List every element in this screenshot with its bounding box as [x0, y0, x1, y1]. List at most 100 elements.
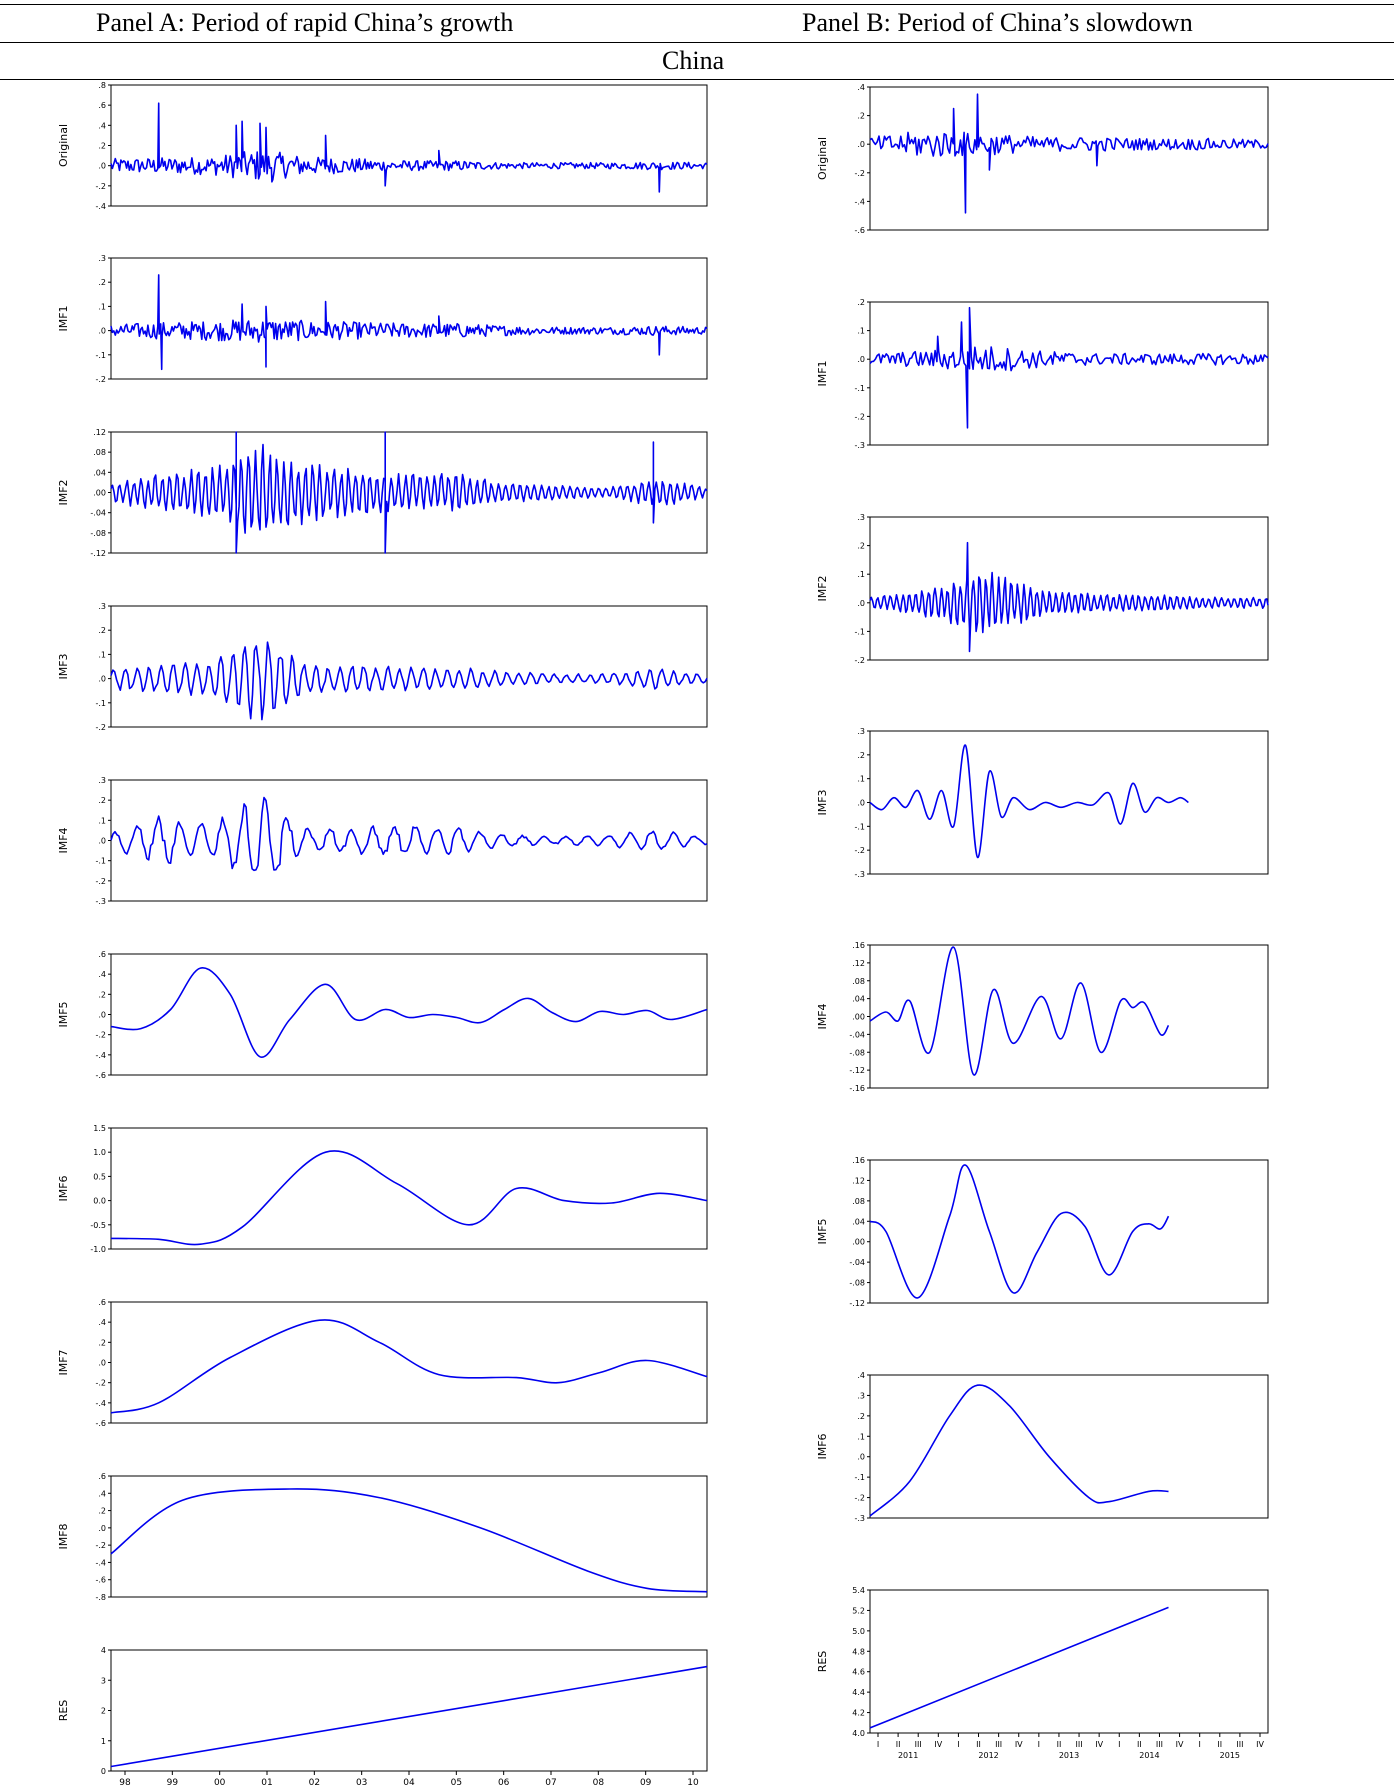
y-tick-label: .2: [98, 142, 106, 151]
y-axis-label: IMF6: [816, 1433, 829, 1459]
y-axis-label: IMF8: [57, 1523, 70, 1549]
y-tick-label: .3: [98, 602, 106, 611]
y-tick-label: -.2: [95, 877, 106, 886]
y-tick-label: -.04: [849, 1030, 865, 1039]
country-label: China: [662, 46, 725, 75]
y-tick-label: .0: [98, 327, 106, 336]
x-tick-label: 05: [451, 1778, 462, 1786]
x-tick-label-quarter: III: [915, 1740, 922, 1749]
x-tick-label-quarter: I: [1199, 1740, 1201, 1749]
y-tick-label: .1: [98, 816, 106, 825]
y-axis-label: IMF1: [57, 305, 70, 331]
y-tick-label: .3: [857, 513, 865, 522]
panel-a-chart-original: -.4 -.2 .0 .2 .4 .6 .8 Original: [57, 81, 708, 211]
y-tick-label: -.2: [95, 375, 106, 384]
y-tick-label: -.2: [854, 169, 865, 178]
y-tick-label: .2: [857, 751, 865, 760]
plot-frame: [110, 605, 708, 728]
y-tick-label: .0: [98, 675, 106, 684]
y-tick-label: -.08: [90, 529, 106, 538]
series-line: [869, 93, 1269, 214]
x-tick-label: 09: [640, 1778, 652, 1786]
x-tick-label: 04: [403, 1778, 415, 1786]
y-tick-label: .0: [98, 1011, 106, 1020]
panel-b-title: Panel B: Period of China’s slowdown: [802, 8, 1193, 37]
y-tick-label: -.2: [854, 1494, 865, 1503]
x-tick-label: 98: [119, 1778, 131, 1786]
y-tick-label: 0.5: [93, 1172, 106, 1181]
y-tick-label: -.12: [90, 549, 106, 558]
y-tick-label: 4.0: [852, 1729, 865, 1738]
x-tick-label: 08: [593, 1778, 605, 1786]
panel-b-chart-imf2: -.2 -.1 .0 .1 .2 .3 IMF2: [816, 513, 1269, 665]
y-tick-label: -.4: [95, 1399, 106, 1408]
y-tick-label: .6: [98, 950, 106, 959]
y-tick-label: 4.4: [852, 1688, 865, 1697]
plot-frame: [869, 730, 1269, 875]
series-line: [869, 744, 1189, 859]
x-tick-label: 07: [545, 1778, 556, 1786]
series-line: [110, 1665, 708, 1768]
y-tick-label: .0: [98, 1524, 106, 1533]
panel-b-chart-res: 4.0 4.2 4.4 4.6 4.8 5.0 5.2 5.4 RES: [816, 1586, 1269, 1738]
y-tick-label: 4.6: [852, 1668, 865, 1677]
y-tick-label: -.2: [95, 1031, 106, 1040]
y-tick-label: .2: [98, 1338, 106, 1347]
x-tick-label-quarter: IV: [1015, 1740, 1023, 1749]
plot-frame: [869, 86, 1269, 231]
plot-frame: [869, 301, 1269, 446]
y-tick-label: -.6: [95, 1576, 106, 1585]
y-tick-label: 5.0: [852, 1627, 865, 1636]
y-tick-label: .0: [857, 1453, 865, 1462]
y-tick-label: -.04: [849, 1258, 865, 1267]
x-tick-label-quarter: I: [957, 1740, 959, 1749]
panel-a-chart-imf8: -.8 -.6 -.4 -.2 .0 .2 .4 .6 IMF8: [57, 1472, 708, 1602]
y-tick-label: .2: [98, 278, 106, 287]
series-line: [869, 541, 1269, 653]
x-tick-label-quarter: III: [1156, 1740, 1163, 1749]
panel-b-chart-original: -.6 -.4 -.2 .0 .2 .4 Original: [816, 83, 1269, 235]
y-tick-label: -.16: [849, 1084, 865, 1093]
x-tick-label-quarter: I: [1118, 1740, 1120, 1749]
y-tick-label: 5.2: [852, 1606, 865, 1615]
y-axis-label: IMF5: [57, 1001, 70, 1027]
y-tick-label: .12: [852, 959, 865, 968]
bottom-rule: [0, 79, 1394, 80]
y-axis-label: RES: [57, 1700, 70, 1722]
y-tick-label: -.04: [90, 509, 106, 518]
y-tick-label: -.1: [95, 857, 106, 866]
y-tick-label: -.1: [854, 822, 865, 831]
y-tick-label: .8: [98, 81, 106, 90]
plot-frame: [869, 1374, 1269, 1519]
x-tick-label-year: 2012: [978, 1751, 998, 1760]
y-axis-label: IMF4: [57, 827, 70, 853]
y-tick-label: .00: [93, 489, 106, 498]
y-tick-label: .3: [98, 776, 106, 785]
panel-b-chart-imf4: -.16 -.12 -.08 -.04 .00 .04 .08 .12 .16 IMF4: [816, 941, 1269, 1093]
y-tick-label: -.4: [95, 1051, 106, 1060]
y-tick-label: .12: [93, 428, 106, 437]
y-tick-label: .0: [857, 355, 865, 364]
y-tick-label: -.2: [95, 1541, 106, 1550]
y-tick-label: -.4: [95, 1558, 106, 1567]
y-tick-label: -.3: [854, 1514, 865, 1523]
y-tick-label: 0: [101, 1767, 106, 1776]
y-tick-label: -.4: [95, 202, 106, 211]
panel-a-chart-imf6: -1.0 -0.5 0.0 0.5 1.0 1.5 IMF6: [57, 1124, 708, 1254]
y-tick-label: .6: [98, 101, 106, 110]
series-line: [110, 967, 708, 1058]
plot-frame: [869, 1159, 1269, 1304]
y-tick-label: 2: [101, 1707, 106, 1716]
y-tick-label: .2: [857, 1412, 865, 1421]
x-tick-label-quarter: II: [1137, 1740, 1142, 1749]
y-tick-label: .0: [857, 799, 865, 808]
series-line: [110, 274, 708, 371]
y-tick-label: .08: [93, 448, 106, 457]
y-tick-label: -.1: [95, 699, 106, 708]
y-tick-label: .1: [857, 570, 865, 579]
x-tick-label-quarter: I: [877, 1740, 879, 1749]
x-tick-label-quarter: II: [1217, 1740, 1222, 1749]
x-tick-label: 01: [261, 1778, 272, 1786]
y-tick-label: -.4: [854, 197, 865, 206]
top-rule: [0, 4, 1394, 5]
